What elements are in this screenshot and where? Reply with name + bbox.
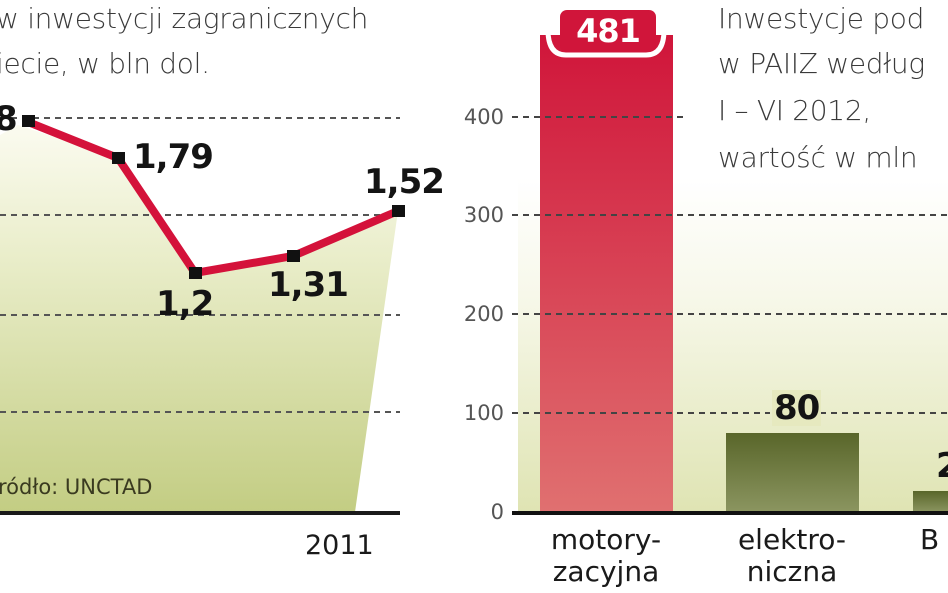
line-chart (0, 115, 405, 515)
bar-value-481: 481 (576, 12, 641, 50)
source-note: ródło: UNCTAD (0, 475, 153, 499)
y-tick-200: 200 (463, 302, 504, 326)
category-label-elektroniczna-2: niczna (746, 555, 838, 588)
area-fill (0, 125, 398, 512)
value-badge-bg (560, 10, 656, 52)
point-label-1: 8 (0, 99, 18, 139)
line-chart-title-line2: iecie, w bln dol. (0, 47, 210, 80)
bar-chart-title-line3: I – VI 2012, (718, 94, 871, 127)
point-label-5: 1,52 (364, 162, 445, 202)
value-badge (545, 29, 667, 58)
gridlines (512, 116, 948, 414)
bar-elektroniczna[interactable] (726, 433, 859, 512)
point-label-3: 1,2 (156, 284, 214, 324)
category-label-third: B (920, 523, 940, 556)
bar-chart-title-line4: wartość w mln (718, 141, 918, 174)
bar-value-80: 80 (772, 388, 822, 428)
x-tick-2011: 2011 (305, 530, 374, 561)
bar-third[interactable] (913, 491, 948, 512)
point-label-2: 1,79 (133, 137, 214, 177)
bar-chart-title-line1: Inwestycje pod (718, 2, 925, 35)
bar-value-third: 2 (936, 446, 948, 486)
data-markers (22, 115, 405, 279)
line-chart-title-line1: w inwestycji zagranicznych (0, 2, 369, 35)
bar-chart-title-line2: w PAIIZ według (718, 47, 925, 80)
point-label-4: 1,31 (268, 265, 349, 305)
y-tick-400: 400 (463, 105, 504, 129)
category-label-motoryzacyjna-1: motory- (550, 523, 662, 556)
y-tick-300: 300 (463, 203, 504, 227)
y-tick-0: 0 (490, 500, 504, 524)
bar-chart (512, 10, 948, 515)
y-tick-100: 100 (463, 401, 504, 425)
category-label-elektroniczna-1: elektro- (737, 523, 847, 556)
bar-motoryzacyjna[interactable] (540, 35, 673, 512)
category-label-motoryzacyjna-2: zacyjna (552, 555, 660, 588)
gridlines (0, 117, 400, 413)
